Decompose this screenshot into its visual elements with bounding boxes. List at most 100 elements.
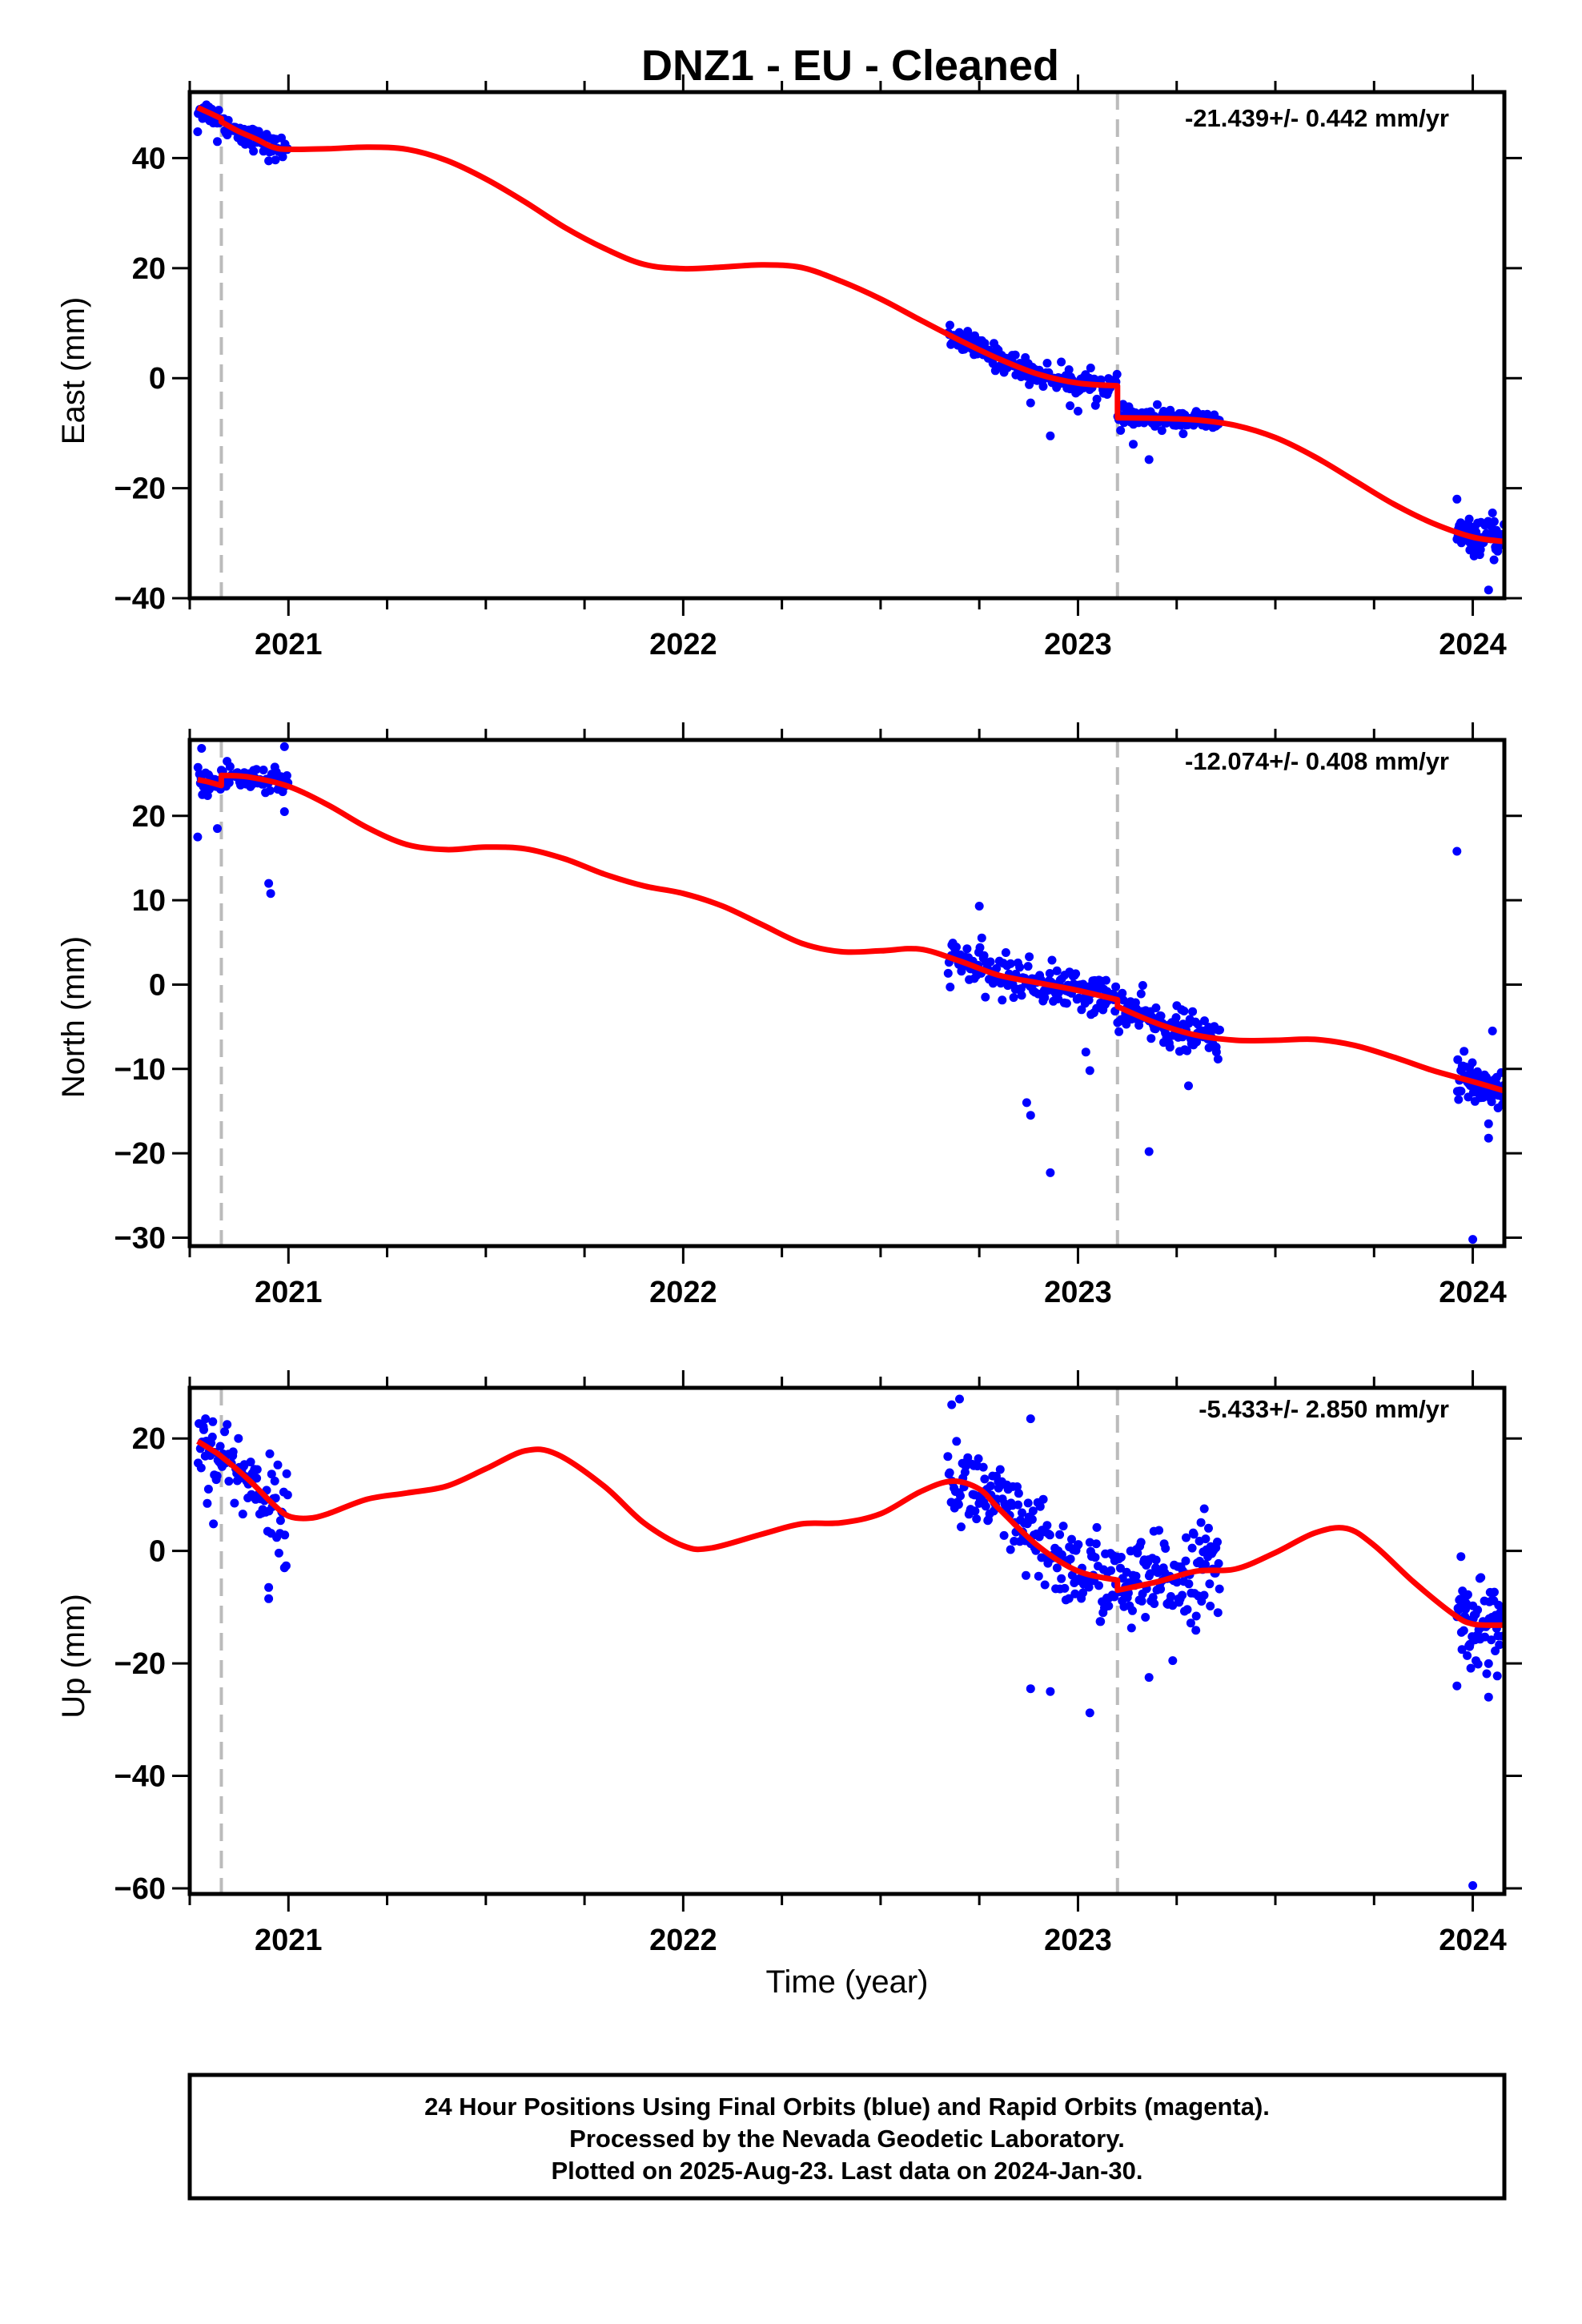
north-data-point	[1468, 1058, 1477, 1068]
up-data-point	[1151, 1555, 1161, 1565]
up-data-point	[1055, 1530, 1065, 1539]
north-data-point	[1001, 948, 1010, 957]
east-data-point	[1153, 400, 1162, 409]
up-y-tick-label: −40	[114, 1760, 166, 1794]
up-data-point	[1463, 1651, 1472, 1660]
north-data-point	[1081, 1047, 1090, 1057]
north-data-point	[962, 944, 972, 954]
east-data-point	[1460, 522, 1470, 532]
up-data-point	[220, 1427, 230, 1437]
north-x-tick-label: 2023	[1044, 1276, 1112, 1309]
east-y-tick-label: 40	[132, 142, 166, 175]
north-data-point	[213, 824, 222, 834]
up-data-point	[1141, 1613, 1150, 1622]
north-data-point	[1487, 1097, 1496, 1107]
up-data-point	[203, 1498, 212, 1508]
north-fit-line	[197, 772, 1504, 1094]
up-rate-label: -5.433+/- 2.850 mm/yr	[1199, 1395, 1449, 1423]
up-data-point	[234, 1433, 243, 1443]
east-data-point	[954, 328, 964, 337]
north-data-point	[197, 744, 207, 753]
up-data-point	[274, 1548, 283, 1558]
north-data-point	[1022, 1098, 1031, 1108]
east-y-tick-label: 0	[149, 362, 166, 396]
up-data-point	[1046, 1687, 1055, 1696]
up-data-point	[1166, 1592, 1175, 1601]
up-data-point	[1466, 1663, 1476, 1673]
east-x-tick-label: 2023	[1044, 628, 1112, 661]
up-data-point	[275, 1516, 285, 1526]
up-data-point	[1022, 1570, 1030, 1580]
north-data-point	[1045, 969, 1054, 978]
up-data-point	[1057, 1550, 1066, 1559]
north-y-tick-label: 0	[149, 968, 166, 1002]
up-data-point	[267, 1470, 276, 1479]
panel-north: North (mm) 2021 2022 2023 2024−30−20−100102…	[56, 722, 1522, 1309]
up-data-point	[1492, 1671, 1502, 1681]
up-data-point	[999, 1530, 1009, 1540]
east-data-point	[1178, 429, 1188, 439]
north-data-point	[1184, 1081, 1193, 1091]
north-data-point	[1151, 1003, 1161, 1012]
north-x-tick-label: 2022	[649, 1276, 717, 1309]
up-data-point	[981, 1502, 990, 1511]
north-data-layer	[193, 742, 1504, 1244]
up-data-point	[1023, 1498, 1033, 1508]
up-data-point	[1206, 1602, 1215, 1610]
north-data-point	[1136, 989, 1146, 999]
up-data-point	[1137, 1596, 1146, 1606]
up-data-point	[1040, 1580, 1050, 1590]
up-data-point	[1092, 1522, 1102, 1532]
north-data-point	[952, 943, 961, 952]
up-data-point	[203, 1485, 213, 1494]
north-y-tick-label: 20	[132, 800, 166, 834]
up-data-point	[1156, 1584, 1166, 1594]
north-data-point	[1006, 959, 1015, 968]
up-data-point	[1116, 1563, 1125, 1573]
north-data-point	[1468, 1235, 1478, 1244]
up-data-point	[1090, 1553, 1100, 1562]
east-data-point	[249, 147, 259, 156]
east-data-point	[193, 127, 203, 136]
north-data-point	[1062, 999, 1071, 1008]
east-y-axis-label: East (mm)	[56, 297, 91, 444]
up-data-point	[208, 1417, 218, 1426]
up-data-point	[972, 1514, 982, 1524]
up-data-point	[1182, 1605, 1192, 1614]
east-data-point	[1066, 401, 1075, 411]
up-data-point	[228, 1447, 238, 1457]
up-data-point	[945, 1468, 954, 1478]
north-rate-label: -12.074+/- 0.408 mm/yr	[1185, 747, 1449, 775]
up-data-point	[1484, 1659, 1493, 1668]
up-data-point	[270, 1476, 279, 1486]
east-x-tick-label: 2022	[649, 628, 717, 661]
up-data-point	[1196, 1518, 1206, 1527]
east-data-point	[946, 320, 954, 330]
north-data-point	[251, 765, 261, 774]
north-data-point	[974, 902, 984, 911]
east-data-point	[1010, 350, 1020, 360]
north-data-point	[1484, 1133, 1493, 1143]
east-data-point	[264, 156, 274, 166]
up-data-point	[1213, 1538, 1222, 1546]
north-data-point	[1040, 993, 1050, 1003]
east-data-point	[1116, 426, 1126, 435]
up-data-point	[963, 1453, 973, 1462]
east-rate-label: -21.439+/- 0.442 mm/yr	[1185, 104, 1449, 132]
north-data-point	[1047, 955, 1057, 965]
east-data-layer	[193, 100, 1504, 595]
up-data-point	[264, 1582, 274, 1592]
up-data-point	[1042, 1521, 1052, 1530]
up-data-point	[1027, 1514, 1037, 1524]
north-data-point	[1156, 1011, 1166, 1021]
up-data-point	[1199, 1590, 1209, 1600]
east-data-point	[963, 327, 973, 336]
up-plot-area: 2021 2022 2023 2024 −60 −40 −20 0 20	[114, 1370, 1522, 1957]
up-data-point	[1204, 1523, 1213, 1533]
up-data-point	[1078, 1588, 1088, 1598]
north-x-tick-label: 2021	[255, 1276, 323, 1309]
up-data-point	[207, 1432, 217, 1441]
east-data-point	[1046, 431, 1055, 440]
up-data-point	[1082, 1575, 1092, 1585]
up-data-point	[1091, 1539, 1101, 1549]
